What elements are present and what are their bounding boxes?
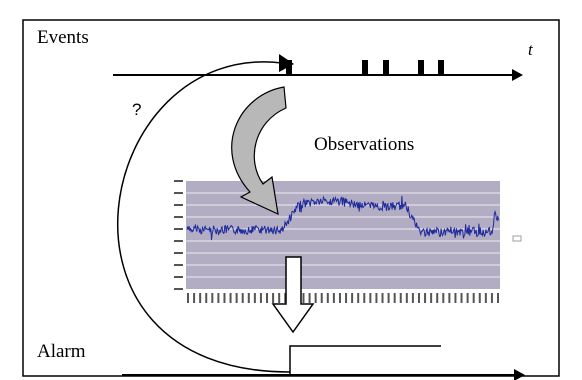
y-tick-label — [174, 276, 183, 278]
x-tick-label — [357, 293, 360, 303]
curved-arrow-icon — [117, 54, 294, 373]
x-tick-label — [211, 293, 214, 303]
x-tick-label — [308, 293, 311, 303]
down-block-arrow-icon — [271, 256, 315, 334]
x-tick-label — [472, 293, 475, 303]
x-tick-label — [375, 293, 378, 303]
x-tick-label — [253, 293, 256, 303]
observations-label: Observations — [314, 134, 414, 155]
x-tick-label — [272, 293, 275, 303]
question-mark: ? — [132, 100, 141, 119]
y-tick-label — [174, 228, 183, 230]
x-tick-label — [381, 293, 384, 303]
alarm-step-signal — [289, 345, 441, 375]
x-tick-label — [460, 293, 463, 303]
event-tick — [362, 60, 368, 75]
x-tick-label — [187, 293, 189, 303]
events-label: Events — [37, 27, 89, 48]
x-tick-label — [490, 293, 493, 303]
legend-swatch — [512, 235, 522, 242]
chart-plot-area — [186, 181, 500, 289]
y-tick-label — [174, 216, 183, 218]
alarm-timeline — [122, 345, 525, 380]
time-axis-label: t — [528, 40, 534, 59]
x-tick-label — [484, 293, 487, 303]
x-tick-label — [345, 293, 348, 303]
y-tick-label — [174, 192, 183, 194]
x-tick-label — [302, 293, 305, 303]
alarm-axis-arrowhead — [514, 369, 525, 380]
y-tick-label — [174, 288, 183, 290]
x-tick-label — [497, 293, 499, 303]
y-tick-label — [174, 240, 183, 242]
chart-x-ticks — [187, 293, 499, 303]
alarm-label: Alarm — [37, 341, 86, 362]
x-tick-label — [259, 293, 262, 303]
x-tick-label — [338, 293, 341, 303]
event-tick — [438, 60, 444, 75]
chart-gridlines — [186, 192, 500, 278]
x-tick-label — [369, 293, 372, 303]
x-tick-label — [363, 293, 366, 303]
x-tick-label — [247, 293, 250, 303]
events-timeline — [113, 60, 523, 81]
x-tick-label — [399, 293, 402, 303]
events-axis-arrowhead — [512, 69, 523, 81]
x-tick-label — [442, 293, 445, 303]
x-tick-label — [217, 293, 220, 303]
x-tick-label — [478, 293, 481, 303]
y-tick-label — [174, 264, 183, 266]
x-tick-label — [205, 293, 208, 303]
x-tick-label — [229, 293, 232, 303]
y-tick-label — [174, 204, 183, 206]
x-tick-label — [193, 293, 196, 303]
x-tick-label — [351, 293, 354, 303]
x-tick-label — [266, 293, 269, 303]
x-tick-label — [454, 293, 457, 303]
y-tick-label — [174, 252, 183, 254]
x-tick-label — [405, 293, 408, 303]
x-tick-label — [241, 293, 244, 303]
x-tick-label — [235, 293, 238, 303]
observation-chart — [174, 180, 522, 303]
x-tick-label — [411, 293, 414, 303]
x-tick-label — [387, 293, 390, 303]
x-tick-label — [332, 293, 335, 303]
x-tick-label — [314, 293, 317, 303]
event-tick — [383, 60, 389, 75]
curved-block-arrow-icon — [231, 86, 287, 216]
x-tick-label — [320, 293, 323, 303]
x-tick-label — [326, 293, 329, 303]
x-tick-label — [278, 293, 281, 303]
x-tick-label — [436, 293, 439, 303]
chart-y-ticks — [174, 180, 183, 290]
x-tick-label — [448, 293, 451, 303]
x-tick-label — [417, 293, 420, 303]
x-tick-label — [466, 293, 469, 303]
event-tick — [286, 60, 292, 75]
signal-trace — [186, 195, 499, 241]
event-tick — [418, 60, 424, 75]
x-tick-label — [424, 293, 427, 303]
y-tick-label — [174, 180, 183, 182]
x-tick-label — [430, 293, 433, 303]
x-tick-label — [223, 293, 226, 303]
x-tick-label — [393, 293, 396, 303]
x-tick-label — [199, 293, 202, 303]
